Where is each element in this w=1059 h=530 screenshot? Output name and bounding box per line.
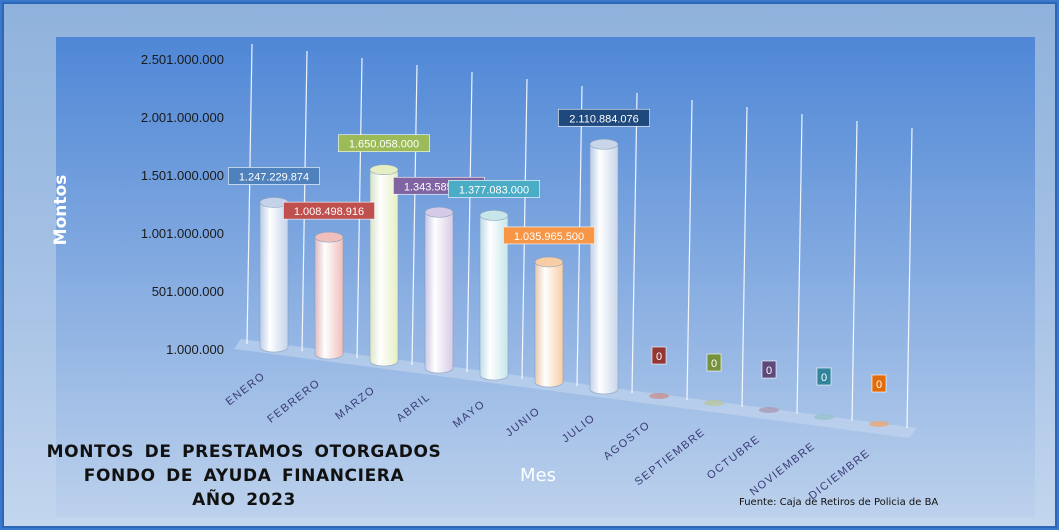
bar-body bbox=[589, 143, 619, 395]
y-tick-label: 501.000.000 bbox=[152, 284, 224, 299]
gridline bbox=[246, 43, 253, 345]
bar-septiembre bbox=[704, 400, 724, 406]
title-line-3: AÑO 2023 bbox=[192, 490, 296, 510]
data-label-box bbox=[706, 353, 722, 372]
gridline bbox=[631, 92, 638, 394]
data-label-text: 1.377.083.000 bbox=[459, 184, 529, 196]
bar-top bbox=[814, 414, 834, 420]
data-label-noviembre: 0 bbox=[816, 367, 832, 386]
bar-body bbox=[534, 261, 564, 388]
data-label-text: 1.247.229.874 bbox=[239, 171, 309, 183]
bar-agosto bbox=[649, 393, 669, 399]
gridline bbox=[411, 64, 418, 366]
bar-top bbox=[314, 231, 344, 243]
chart-title: MONTOS DE PRESTAMOS OTORGADOS FONDO DE A… bbox=[44, 440, 444, 512]
bar-top bbox=[424, 206, 454, 218]
bar-junio bbox=[534, 256, 564, 388]
data-label-marzo: 1.650.058.000 bbox=[338, 134, 430, 153]
data-label-box bbox=[816, 367, 832, 386]
data-label-text: 0 bbox=[766, 365, 772, 377]
data-label-febrero: 1.008.498.916 bbox=[283, 201, 375, 220]
chart-canvas: 2.501.000.000 2.001.000.000 1.501.000.000 1… bbox=[56, 37, 1035, 517]
gridline bbox=[686, 99, 693, 401]
bar-febrero bbox=[314, 231, 344, 360]
data-label-text: 1.650.058.000 bbox=[349, 139, 419, 151]
data-label-junio: 1.035.965.500 bbox=[503, 226, 595, 245]
bar-noviembre bbox=[814, 414, 834, 420]
x-axis-title: Mes bbox=[520, 465, 556, 486]
data-label-text: 1.008.498.916 bbox=[294, 206, 364, 218]
gridline bbox=[741, 106, 748, 408]
data-label-enero: 1.247.229.874 bbox=[228, 167, 320, 185]
data-label-text: 0 bbox=[821, 372, 827, 384]
data-label-box bbox=[338, 134, 430, 153]
y-tick-label: 1.501.000.000 bbox=[141, 168, 224, 183]
bar-body bbox=[424, 211, 454, 374]
gridline bbox=[301, 50, 308, 352]
bar-top bbox=[534, 256, 564, 268]
bar-enero bbox=[259, 197, 289, 353]
y-tick-label: 1.000.000 bbox=[166, 342, 224, 357]
bar-top bbox=[369, 164, 399, 176]
bar-top bbox=[649, 393, 669, 399]
data-label-box bbox=[871, 374, 887, 393]
source-note: Fuente: Caja de Retiros de Policia de BA bbox=[739, 497, 939, 508]
data-label-text: 1.035.965.500 bbox=[514, 231, 584, 243]
data-label-box bbox=[761, 360, 777, 379]
bar-top bbox=[589, 138, 619, 150]
gridline bbox=[906, 127, 913, 429]
bar-mayo bbox=[479, 210, 509, 381]
gridline bbox=[466, 71, 473, 373]
data-label-text: 0 bbox=[711, 358, 717, 370]
data-label-box bbox=[448, 180, 540, 198]
data-label-box bbox=[503, 226, 595, 245]
chart-floor bbox=[234, 339, 917, 438]
gridline bbox=[796, 113, 803, 415]
bar-abril bbox=[424, 206, 454, 374]
title-line-2: FONDO DE AYUDA FINANCIERA bbox=[83, 466, 405, 486]
data-label-julio: 2.110.884.076 bbox=[558, 108, 650, 127]
data-label-box bbox=[558, 108, 650, 127]
data-label-box bbox=[283, 201, 375, 220]
data-label-box bbox=[651, 346, 667, 365]
bar-top bbox=[479, 210, 509, 221]
data-label-text: 0 bbox=[876, 379, 882, 391]
data-label-septiembre: 0 bbox=[706, 353, 722, 372]
bar-top bbox=[869, 421, 889, 427]
data-label-mayo: 1.377.083.000 bbox=[448, 180, 540, 198]
bar-top bbox=[704, 400, 724, 406]
bar-julio bbox=[589, 138, 619, 395]
y-tick-label: 2.501.000.000 bbox=[141, 52, 224, 67]
bar-body bbox=[259, 202, 289, 353]
gridline bbox=[851, 120, 858, 422]
title-line-1: MONTOS DE PRESTAMOS OTORGADOS bbox=[46, 442, 442, 462]
data-label-text: 0 bbox=[656, 351, 662, 363]
data-label-octubre: 0 bbox=[761, 360, 777, 379]
data-label-box bbox=[228, 167, 320, 185]
bar-body bbox=[314, 236, 344, 360]
y-axis-title: Montos bbox=[51, 174, 71, 246]
bar-body bbox=[479, 215, 509, 381]
bar-body bbox=[369, 169, 399, 367]
bar-top bbox=[759, 407, 779, 413]
bar-diciembre bbox=[869, 421, 889, 427]
data-label-diciembre: 0 bbox=[871, 374, 887, 393]
data-label-text: 2.110.884.076 bbox=[569, 113, 639, 125]
bar-marzo bbox=[369, 164, 399, 367]
y-tick-label: 2.001.000.000 bbox=[141, 110, 224, 125]
y-tick-label: 1.001.000.000 bbox=[141, 226, 224, 241]
data-label-agosto: 0 bbox=[651, 346, 667, 365]
bar-octubre bbox=[759, 407, 779, 413]
